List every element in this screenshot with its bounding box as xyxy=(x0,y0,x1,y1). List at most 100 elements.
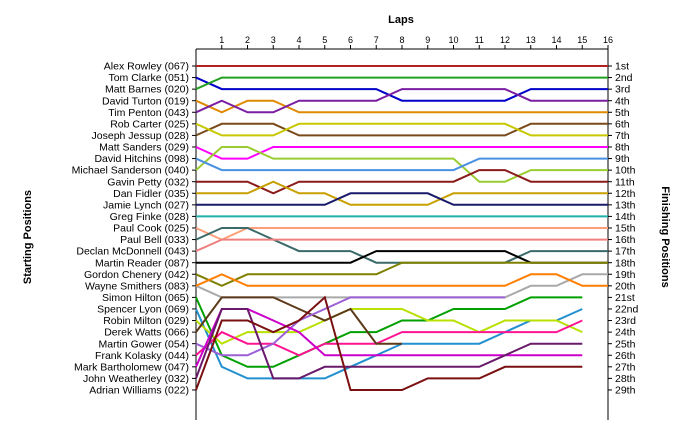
starting-position-label: Spencer Lyon (069) xyxy=(97,304,189,316)
finishing-position-label: 13th xyxy=(615,199,636,211)
starting-position-label: Rob Carter (025) xyxy=(110,118,189,130)
x-tick-label: 15 xyxy=(577,35,587,45)
finishing-position-label: 12th xyxy=(615,188,636,200)
driver-position-line xyxy=(195,238,608,253)
finishing-position-label: 5th xyxy=(615,107,630,119)
finishing-position-label: 20th xyxy=(615,280,636,292)
labels: Alex Rowley (067)Tom Clarke (051)Matt Ba… xyxy=(72,61,639,397)
driver-position-line xyxy=(195,295,583,391)
x-tick-label: 9 xyxy=(425,35,430,45)
driver-position-line xyxy=(195,99,608,114)
finishing-position-label: 10th xyxy=(615,165,636,177)
x-tick-label: 4 xyxy=(296,35,301,45)
driver-position-line xyxy=(195,308,583,380)
starting-position-label: Matt Barnes (020) xyxy=(105,84,189,96)
x-tick-label: 11 xyxy=(475,35,484,45)
finishing-position-label: 2nd xyxy=(615,72,633,84)
starting-position-label: Martin Reader (087) xyxy=(95,257,189,269)
starting-position-label: Tim Penton (043) xyxy=(108,107,189,119)
x-tick-label: 10 xyxy=(448,35,458,45)
starting-position-label: Joseph Jessup (028) xyxy=(92,130,189,142)
starting-position-label: David Hitchins (098) xyxy=(94,153,189,165)
finishing-position-label: 18th xyxy=(615,257,636,269)
finishing-position-label: 1st xyxy=(615,61,629,73)
x-tick-label: 14 xyxy=(551,35,561,45)
axes: 1 2 3 4 5 6 7 8 9 10 11 12 13 14 15 16 xyxy=(192,35,613,420)
driver-position-line xyxy=(195,308,583,380)
driver-position-line xyxy=(195,227,608,264)
driver-position-line xyxy=(195,122,608,137)
driver-position-line xyxy=(195,76,608,91)
finishing-position-label: 14th xyxy=(615,211,636,223)
finishing-position-label: 7th xyxy=(615,130,630,142)
finishing-position-label: 17th xyxy=(615,246,636,258)
finishing-position-label: 16th xyxy=(615,234,636,246)
starting-position-label: Robin Milton (029) xyxy=(103,315,189,327)
finishing-position-label: 6th xyxy=(615,118,630,130)
finishing-position-label: 24th xyxy=(615,327,636,339)
driver-position-line xyxy=(195,227,608,241)
driver-position-line xyxy=(195,296,402,345)
x-tick-label: 13 xyxy=(526,35,536,45)
driver-position-line xyxy=(195,157,608,172)
driver-position-line xyxy=(195,308,583,368)
starting-position-label: Simon Hilton (065) xyxy=(102,292,189,304)
starting-position-label: Paul Cook (025) xyxy=(113,223,189,235)
starting-position-label: Dan Fidler (035) xyxy=(113,188,189,200)
x-tick-label: 7 xyxy=(374,35,379,45)
x-tick-label: 1 xyxy=(219,35,224,45)
x-tick-label: 5 xyxy=(322,35,327,45)
finishing-position-label: 8th xyxy=(615,142,630,154)
x-tick-label: 6 xyxy=(348,35,353,45)
starting-position-label: Tom Clarke (051) xyxy=(108,72,189,84)
finishing-position-label: 15th xyxy=(615,223,636,235)
finishing-position-label: 21st xyxy=(615,292,635,304)
driver-position-line xyxy=(196,169,608,195)
driver-position-line xyxy=(195,146,608,160)
finishing-position-label: 3rd xyxy=(615,84,630,96)
right-axis-title: Finishing Positions xyxy=(659,186,671,287)
x-axis-title: Laps xyxy=(388,14,414,26)
finishing-position-label: 9th xyxy=(615,153,630,165)
finishing-position-label: 27th xyxy=(615,361,636,373)
finishing-position-label: 11th xyxy=(615,176,635,188)
x-tick-label: 3 xyxy=(271,35,276,45)
starting-position-label: Gordon Chenery (042) xyxy=(84,269,189,281)
driver-position-line xyxy=(196,192,608,206)
driver-position-line xyxy=(195,296,583,368)
driver-position-line xyxy=(195,273,608,287)
left-axis-title: Starting Positions xyxy=(22,190,34,284)
starting-position-label: Matt Sanders (029) xyxy=(99,142,189,154)
starting-position-label: John Weatherley (032) xyxy=(83,373,189,385)
finishing-position-label: 19th xyxy=(615,269,636,281)
starting-position-label: Declan McDonnell (043) xyxy=(76,246,189,258)
driver-position-line xyxy=(195,76,608,102)
finishing-position-label: 23rd xyxy=(615,315,636,327)
finishing-position-label: 28th xyxy=(615,373,636,385)
starting-position-label: Greg Finke (028) xyxy=(110,211,189,223)
x-tick-label: 12 xyxy=(500,35,510,45)
driver-position-line xyxy=(195,308,583,345)
x-tick-label: 2 xyxy=(245,35,250,45)
driver-position-line xyxy=(196,180,608,206)
starting-position-label: Martin Gower (054) xyxy=(99,338,189,350)
driver-position-line xyxy=(195,296,505,357)
driver-position-line xyxy=(195,261,608,287)
starting-position-label: Mark Bartholomew (047) xyxy=(74,361,189,373)
starting-position-label: Frank Kolasky (044) xyxy=(95,350,189,362)
finishing-position-label: 22nd xyxy=(615,304,639,316)
x-tick-label: 8 xyxy=(399,35,404,45)
starting-position-label: Jamie Lynch (027) xyxy=(103,199,189,211)
starting-position-label: Gavin Petty (032) xyxy=(107,176,189,188)
starting-position-label: Wayne Smithers (083) xyxy=(85,280,189,292)
x-tick-label: 16 xyxy=(603,35,613,45)
finishing-position-label: 25th xyxy=(615,338,636,350)
finishing-position-label: 29th xyxy=(615,385,636,397)
starting-position-label: Derek Watts (066) xyxy=(104,327,189,339)
driver-position-line xyxy=(195,146,608,183)
driver-position-line xyxy=(196,250,608,264)
driver-position-line xyxy=(195,122,608,137)
starting-position-label: Adrian Williams (022) xyxy=(89,385,189,397)
series-lines xyxy=(195,65,608,391)
